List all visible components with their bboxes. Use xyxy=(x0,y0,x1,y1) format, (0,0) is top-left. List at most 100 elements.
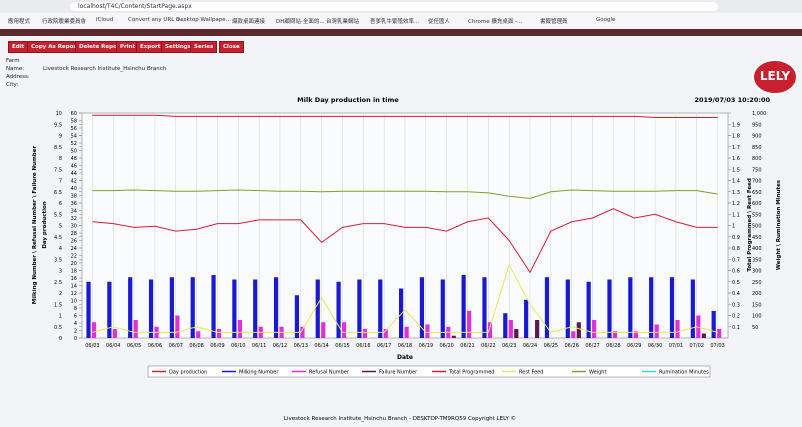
y-tick-label: 20 xyxy=(71,261,77,267)
x-tick-label: 06/27 xyxy=(585,343,599,349)
y4-axis-title: Weight \ Rumination Minutes xyxy=(776,179,782,270)
bookmark[interactable]: Desktop Wallpape... xyxy=(176,17,231,23)
bookmark[interactable]: Google xyxy=(596,17,616,23)
y-tick-label: 46 xyxy=(71,164,77,170)
y2-tick-label: 1.6 xyxy=(732,156,740,162)
x-tick-label: 07/03 xyxy=(710,343,724,349)
y-tick-label: 0 xyxy=(74,336,77,342)
y-tick-label: 38 xyxy=(71,194,77,200)
bookmark[interactable]: 行政院農業委員會 xyxy=(42,19,87,25)
y4-tick-label: 150 xyxy=(752,302,762,308)
y4-tick-label: 850 xyxy=(752,145,762,151)
bookmark[interactable]: DH顧問站-全面的... xyxy=(276,19,325,25)
bar xyxy=(253,279,258,338)
y4-tick-label: 300 xyxy=(752,269,762,275)
name-label: Name: xyxy=(6,66,25,72)
y-tick-label: 50 xyxy=(71,149,77,155)
y4-tick-label: 100 xyxy=(752,314,762,320)
bar xyxy=(565,279,570,338)
y-axis-title: Day production xyxy=(42,201,48,248)
y4-tick-label: 700 xyxy=(752,179,762,185)
x-tick-label: 06/26 xyxy=(564,343,578,349)
y2-tick-label: 1.3 xyxy=(732,190,740,196)
y4-tick-label: 50 xyxy=(752,325,758,331)
y3-tick-label: 10 xyxy=(56,111,62,117)
bookmark[interactable]: iCloud xyxy=(96,17,114,23)
bar xyxy=(461,275,466,338)
bar xyxy=(211,275,216,338)
bookmark[interactable]: 爆款桌面連接 xyxy=(232,19,266,25)
bar xyxy=(571,331,576,338)
bar xyxy=(451,335,456,338)
bar xyxy=(649,277,654,338)
bar xyxy=(232,279,237,338)
y3-tick-label: 5.5 xyxy=(54,212,62,218)
bookmark[interactable]: Convert any URL o... xyxy=(128,17,185,23)
x-tick-label: 06/29 xyxy=(627,343,641,349)
y2-tick-label: 0.5 xyxy=(732,280,740,286)
timestamp: 2019/07/03 10:20:00 xyxy=(694,96,770,104)
bar xyxy=(112,329,117,338)
y2-tick-label: 1.4 xyxy=(732,179,740,185)
y-tick-label: 48 xyxy=(71,156,77,162)
bar xyxy=(487,322,493,338)
y-tick-label: 32 xyxy=(71,216,77,222)
toolbar-button[interactable]: Settings xyxy=(161,41,195,53)
x-tick-label: 06/17 xyxy=(377,343,391,349)
bar xyxy=(300,326,305,338)
y3-tick-label: 0 xyxy=(59,336,62,342)
x-tick-label: 06/07 xyxy=(169,343,183,349)
y-tick-label: 18 xyxy=(71,269,77,275)
y-tick-label: 28 xyxy=(71,231,77,237)
legend-label: Refusal Number xyxy=(309,370,350,376)
y4-tick-label: 400 xyxy=(752,246,762,252)
y3-tick-label: 9.5 xyxy=(54,122,62,128)
x-tick-label: 06/10 xyxy=(231,343,245,349)
legend-label: Total Programmed xyxy=(448,370,494,376)
y2-tick-label: 0.8 xyxy=(732,246,740,252)
bar xyxy=(503,313,508,338)
x-tick-label: 06/18 xyxy=(398,343,412,349)
y2-tick-label: 1.9 xyxy=(732,122,740,128)
line xyxy=(92,189,718,200)
bar xyxy=(399,288,404,338)
bookmark[interactable]: 吾爹乳牛繁殖效率... xyxy=(370,19,420,25)
x-tick-label: 06/20 xyxy=(439,343,453,349)
bar xyxy=(654,324,659,338)
bookmark[interactable]: 書籤管理員 xyxy=(540,19,568,25)
bookmark[interactable]: 從任匯人 xyxy=(428,19,451,25)
y3-tick-label: 4.5 xyxy=(54,235,62,241)
line xyxy=(92,208,718,274)
x-tick-label: 07/02 xyxy=(690,343,704,349)
x-tick-label: 06/06 xyxy=(148,343,162,349)
toolbar-button[interactable]: Series xyxy=(190,41,218,53)
bar xyxy=(362,329,368,338)
y4-tick-label: 1,000 xyxy=(752,111,766,117)
chart-title: Milk Day production in time xyxy=(297,96,399,104)
bookmark[interactable]: 台灣乳業網站 xyxy=(326,19,360,25)
farm-label: Farm xyxy=(6,58,20,64)
bar xyxy=(440,279,445,338)
url[interactable]: localhost/T4C/Content/StartPage.aspx xyxy=(70,2,718,11)
y3-tick-label: 6 xyxy=(59,201,62,207)
x-tick-label: 06/11 xyxy=(252,343,266,349)
bar xyxy=(508,320,513,338)
y-tick-label: 10 xyxy=(71,299,77,305)
bar xyxy=(701,333,706,338)
bar xyxy=(107,281,112,338)
bar xyxy=(586,281,591,338)
y3-tick-label: 9 xyxy=(59,134,62,140)
bar xyxy=(216,329,222,338)
bar xyxy=(675,320,680,338)
y3-tick-label: 2 xyxy=(59,291,62,297)
toolbar-button[interactable]: Close xyxy=(219,41,244,53)
y3-tick-label: 2.5 xyxy=(54,280,62,286)
y3-tick-label: 0.5 xyxy=(54,325,62,331)
y-tick-label: 8 xyxy=(74,306,77,312)
y-tick-label: 54 xyxy=(71,134,77,140)
bar xyxy=(524,299,529,338)
bookmark[interactable]: 應用程式 xyxy=(8,19,31,25)
bookmark[interactable]: Chrome 擴充桌面 -... xyxy=(468,19,523,25)
x-tick-label: 07/01 xyxy=(669,343,683,349)
